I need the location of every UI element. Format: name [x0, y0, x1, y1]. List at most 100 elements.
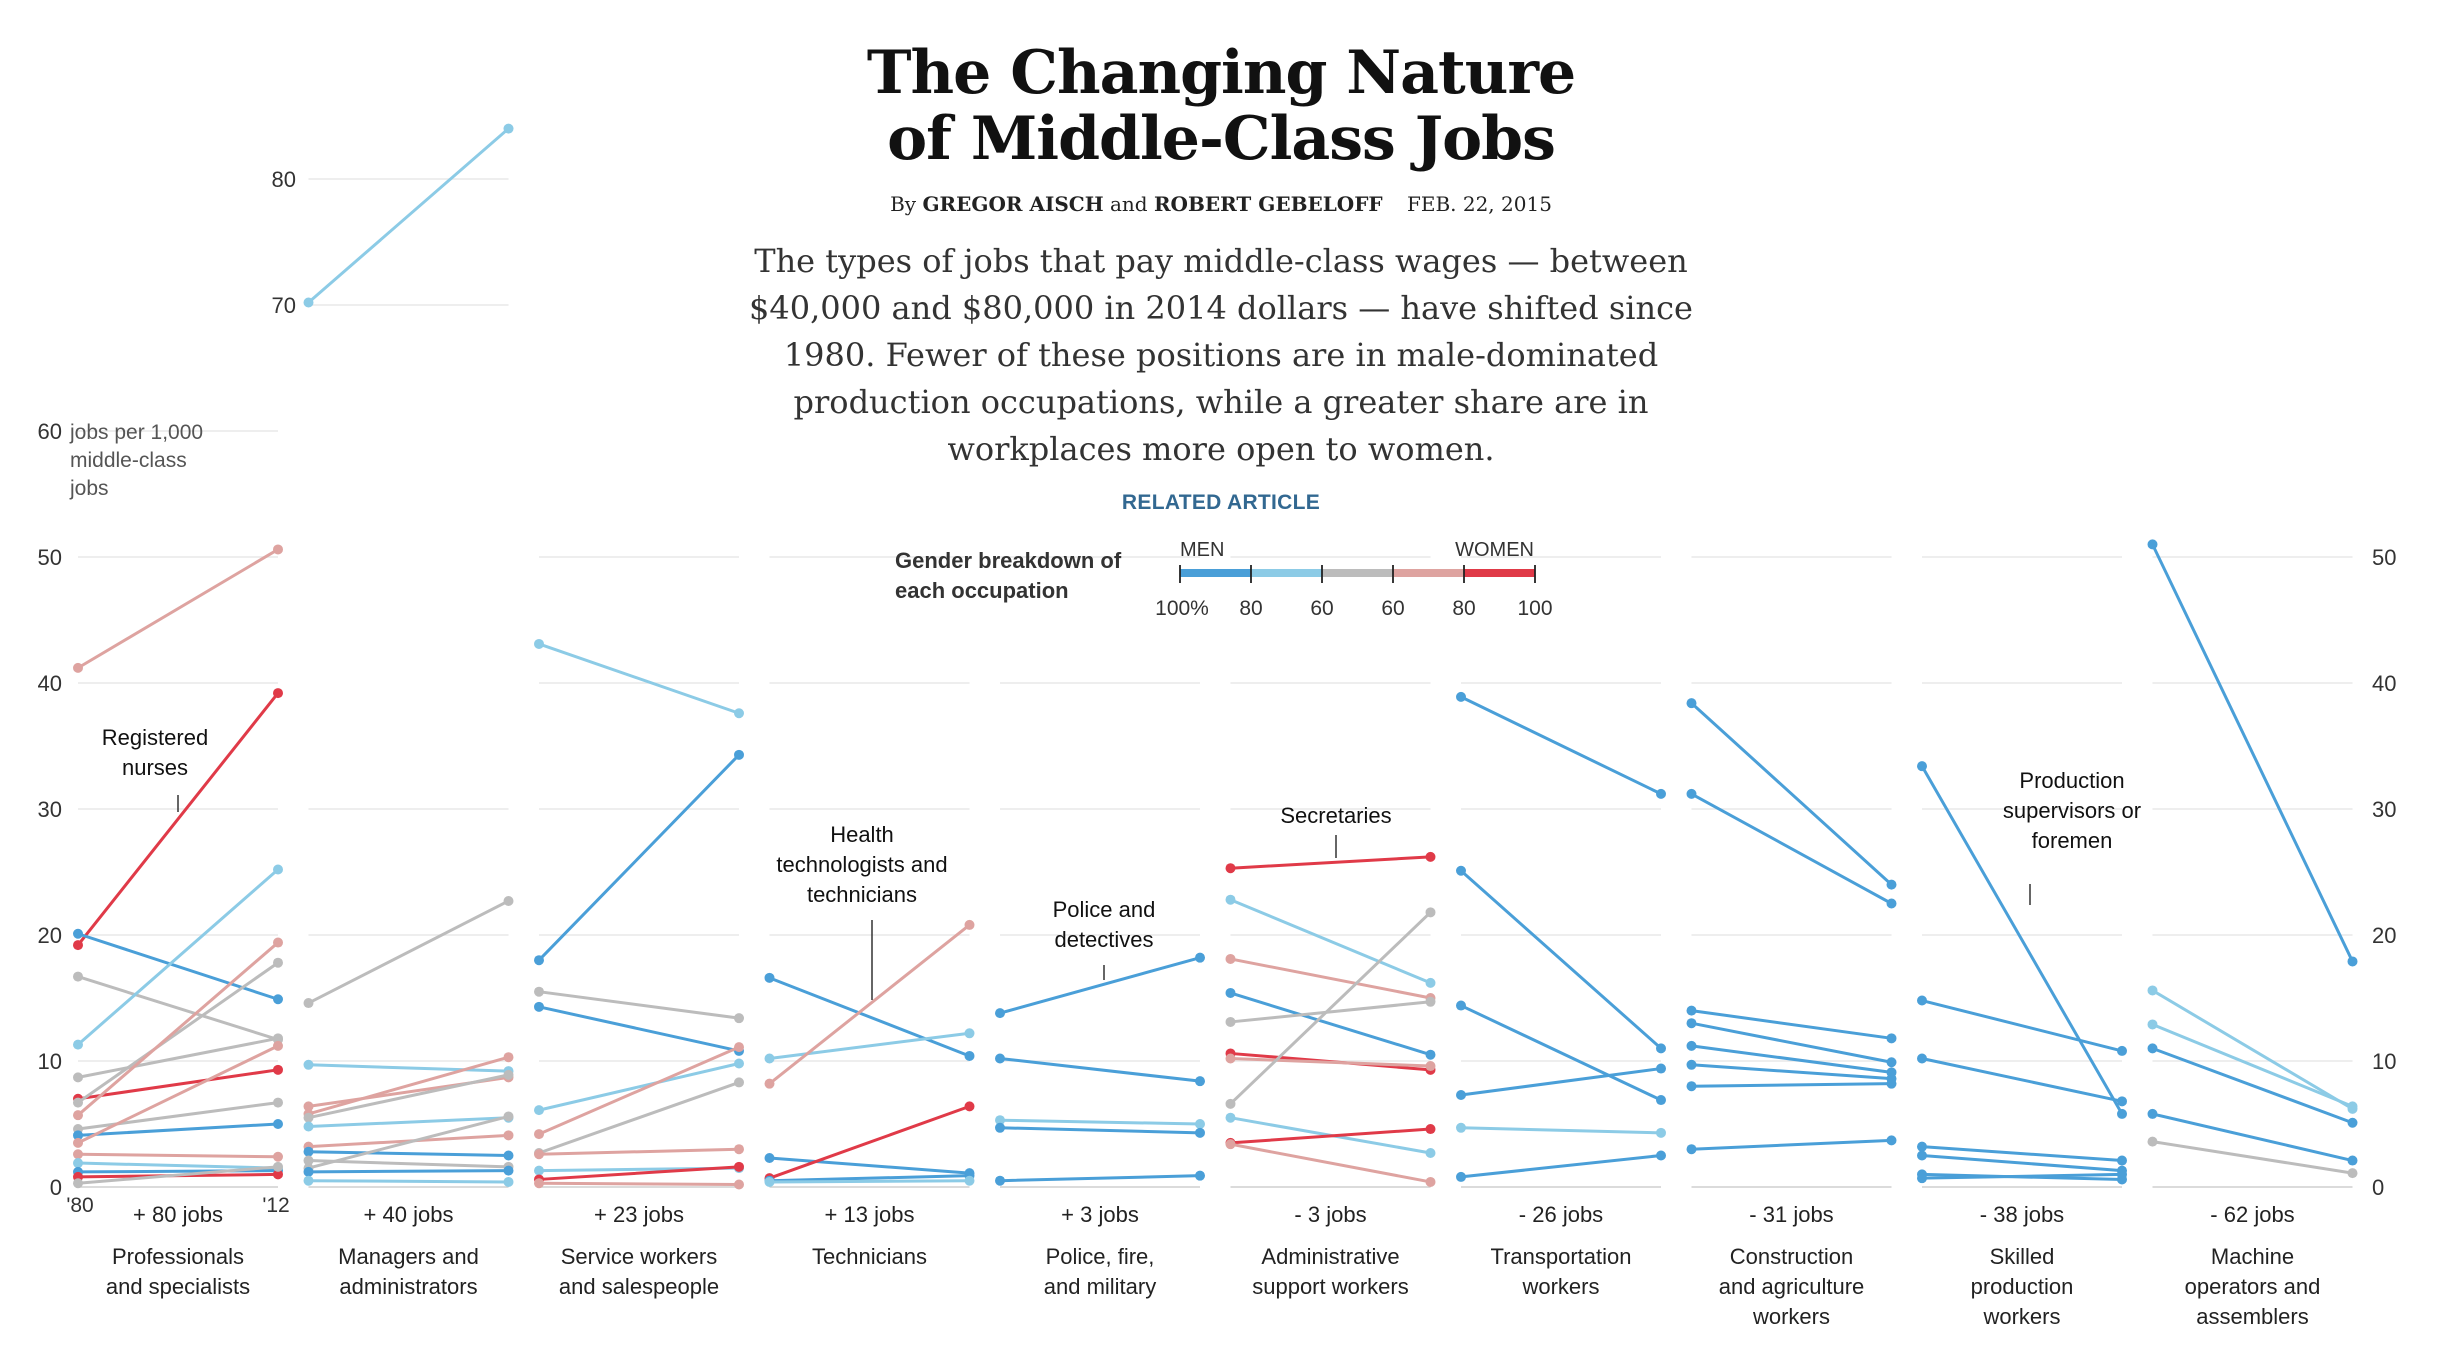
series-line: [1459, 1067, 1663, 1097]
data-point-2012: [273, 1169, 283, 1180]
series-line: [307, 1055, 510, 1116]
data-point-1980: [1225, 894, 1236, 905]
panel-change-label: - 26 jobs: [1519, 1202, 1603, 1227]
data-point-2012: [964, 1028, 975, 1039]
data-point-2012: [1195, 1119, 1205, 1129]
panel-name: Skilled: [1990, 1244, 2055, 1269]
data-point-1980: [303, 1059, 314, 1070]
author-link-1[interactable]: GREGOR AISCH: [922, 192, 1104, 216]
data-point-1980: [73, 1137, 83, 1148]
data-point-2012: [1195, 952, 1205, 963]
data-point-1980: [73, 971, 83, 982]
data-point-1980: [764, 1053, 775, 1064]
data-point-2012: [1886, 1033, 1897, 1044]
data-point-2012: [273, 1040, 283, 1051]
data-point-2012: [273, 937, 283, 948]
y-tick-label-left: 60: [38, 419, 62, 444]
data-point-2012: [1425, 907, 1436, 918]
series-line: [768, 1104, 971, 1180]
series-line: [307, 1169, 510, 1174]
data-point-2012: [2117, 1169, 2127, 1180]
data-point-1980: [534, 1105, 544, 1116]
data-point-1980: [2147, 1043, 2158, 1054]
data-point-2012: [2117, 1045, 2127, 1056]
series-line: [1690, 1063, 1893, 1081]
panel-change-label: - 31 jobs: [1749, 1202, 1833, 1227]
data-point-1980: [1686, 1005, 1697, 1016]
data-point-2012: [2347, 1117, 2358, 1128]
panel-name: operators and: [2185, 1274, 2321, 1299]
y-tick-label-right: 10: [2372, 1049, 2396, 1074]
data-point-1980: [1917, 1173, 1927, 1184]
data-point-2012: [964, 1050, 975, 1061]
series-line: [1229, 957, 1432, 1000]
data-point-2012: [2347, 1168, 2358, 1179]
data-point-1980: [2147, 1108, 2158, 1119]
data-point-1980: [534, 986, 544, 997]
series-line: [1459, 695, 1663, 796]
data-point-1980: [995, 1122, 1005, 1133]
data-point-1980: [303, 1175, 314, 1186]
data-point-1980: [534, 638, 544, 649]
data-point-1980: [1917, 995, 1927, 1006]
data-point-1980: [764, 972, 775, 983]
panel-name: Managers and: [338, 1244, 479, 1269]
legend-title: Gender breakdown of: [895, 548, 1122, 573]
legend-tick-label: 80: [1239, 597, 1262, 620]
data-point-2012: [964, 1101, 975, 1112]
panel-name: workers: [1752, 1304, 1830, 1329]
data-point-2012: [503, 123, 514, 134]
related-article-link[interactable]: RELATED ARTICLE: [1121, 491, 1321, 514]
data-point-1980: [73, 1110, 83, 1121]
y-tick-label-left: 20: [38, 923, 62, 948]
data-point-2012: [734, 1042, 744, 1053]
data-point-1980: [1456, 865, 1466, 876]
publish-date: FEB. 22, 2015: [1406, 192, 1552, 216]
author-link-2[interactable]: ROBERT GEBELOFF: [1153, 192, 1383, 216]
data-point-2012: [2347, 1155, 2358, 1166]
series-line: [768, 1156, 971, 1175]
y-tick-label-right: 0: [2372, 1175, 2384, 1200]
data-point-2012: [503, 1130, 514, 1141]
series-line: [307, 1150, 510, 1157]
data-point-2012: [1886, 898, 1897, 909]
unit-label: jobs per 1,000: [69, 421, 203, 444]
data-point-2012: [734, 1058, 744, 1069]
series-line: [1229, 855, 1432, 870]
panel-name: production: [1971, 1274, 2074, 1299]
data-point-2012: [734, 749, 744, 760]
data-point-1980: [1456, 1171, 1466, 1182]
data-point-2012: [734, 1161, 744, 1172]
legend-swatch: [1322, 569, 1393, 577]
annotation-label: technicians: [807, 882, 917, 907]
byline-and: and: [1109, 192, 1148, 216]
data-point-1980: [1686, 1144, 1697, 1155]
data-point-2012: [964, 1175, 975, 1186]
data-point-1980: [1686, 1018, 1697, 1029]
data-point-1980: [303, 1146, 314, 1157]
series-line: [768, 923, 971, 1086]
panel-change-label: + 40 jobs: [364, 1202, 454, 1227]
data-point-1980: [1225, 863, 1236, 874]
series-line: [76, 1036, 280, 1079]
series-line: [1920, 1172, 2124, 1180]
data-point-1980: [73, 928, 83, 939]
series-line: [2151, 1112, 2354, 1163]
panel-name: Service workers: [561, 1244, 717, 1269]
series-line: [76, 1161, 280, 1170]
data-point-1980: [1686, 1040, 1697, 1051]
panel-name: and specialists: [106, 1274, 250, 1299]
panel-name: Technicians: [812, 1244, 927, 1269]
data-point-2012: [1886, 879, 1897, 890]
series-line: [998, 1174, 1202, 1183]
data-point-2012: [503, 1165, 514, 1176]
series-line: [1229, 1056, 1432, 1068]
unit-label: middle-class: [70, 449, 187, 472]
data-point-2012: [1656, 1150, 1666, 1161]
y-tick-label-left: 40: [38, 671, 62, 696]
series-line: [76, 1169, 280, 1174]
series-line: [2151, 1022, 2354, 1108]
data-point-2012: [273, 864, 283, 875]
data-point-2012: [1425, 1147, 1436, 1158]
data-point-1980: [73, 1158, 83, 1169]
